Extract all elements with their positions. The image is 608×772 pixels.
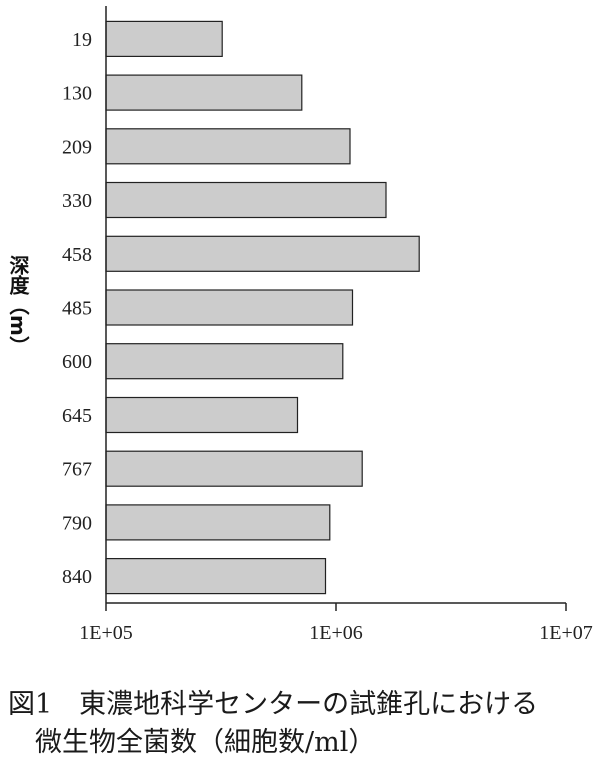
bar-depth-600 xyxy=(105,343,344,380)
x-tick-label: 1E+07 xyxy=(539,622,593,644)
y-tick-label: 130 xyxy=(62,83,92,105)
caption-line-1: 図1 東濃地科学センターの試錐孔における xyxy=(8,689,539,720)
bar-depth-840 xyxy=(105,557,327,595)
caption-line-2: 微生物全菌数（細胞数/ml） xyxy=(35,727,376,758)
axes xyxy=(105,6,567,611)
bar-depth-645 xyxy=(105,396,299,434)
y-tick-labels: 19 130 209 330 458 485 600 645 767 790 840 xyxy=(62,29,92,588)
x-tick-label: 1E+05 xyxy=(79,622,133,644)
y-tick-label: 600 xyxy=(62,351,92,373)
y-tick-label: 19 xyxy=(72,29,92,51)
x-tick-label: 1E+06 xyxy=(309,622,363,644)
bar-depth-130 xyxy=(105,74,303,111)
bar-depth-19 xyxy=(105,20,223,57)
x-tick-labels: 1E+05 1E+06 1E+07 xyxy=(79,622,593,644)
bar-depth-330 xyxy=(105,181,387,219)
bars-group xyxy=(105,20,420,595)
bar-depth-790 xyxy=(105,504,331,541)
bar-depth-209 xyxy=(105,128,351,165)
y-tick-label: 790 xyxy=(62,512,92,534)
figure-caption: 図1 東濃地科学センターの試錐孔における 微生物全菌数（細胞数/ml） xyxy=(8,686,608,762)
bar-depth-485 xyxy=(105,289,354,326)
y-tick-label: 840 xyxy=(62,566,92,588)
y-tick-label: 485 xyxy=(62,298,92,320)
y-tick-label: 645 xyxy=(62,405,92,427)
y-tick-label: 767 xyxy=(62,459,92,481)
y-axis-title: 深度（m） xyxy=(6,255,30,356)
bar-depth-458 xyxy=(105,235,420,272)
y-tick-label: 458 xyxy=(62,244,92,266)
bar-depth-767 xyxy=(105,450,363,487)
y-tick-label: 330 xyxy=(62,190,92,212)
y-tick-label: 209 xyxy=(62,136,92,158)
